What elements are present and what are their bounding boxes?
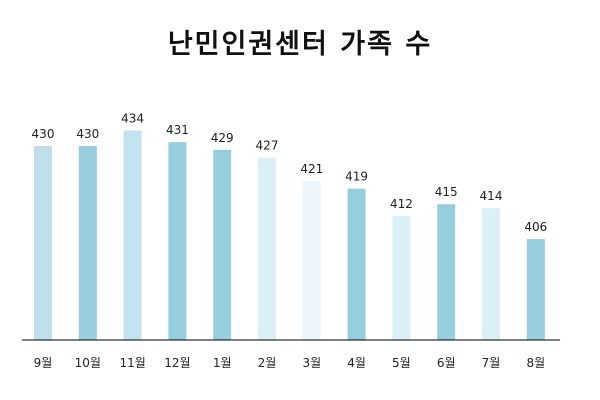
chart-title: 난민인권센터 가족 수 xyxy=(167,29,433,60)
value-label: 427 xyxy=(256,139,279,153)
bar-11월 xyxy=(123,130,142,340)
value-label: 406 xyxy=(524,220,547,234)
value-label: 429 xyxy=(211,131,234,145)
bar-4월 xyxy=(347,188,366,340)
bar-9월 xyxy=(34,146,52,340)
x-tick-label: 6월 xyxy=(437,356,456,370)
x-tick-label: 3월 xyxy=(302,356,321,370)
bar-12월 xyxy=(168,142,187,340)
x-tick-label: 10월 xyxy=(75,356,101,370)
bars-group xyxy=(34,130,545,340)
bar-8월 xyxy=(526,239,545,340)
x-tick-label: 2월 xyxy=(258,356,277,370)
bar-6월 xyxy=(437,204,456,340)
value-label: 430 xyxy=(76,127,99,141)
bar-7월 xyxy=(482,208,500,340)
value-label: 419 xyxy=(345,170,368,184)
x-tick-label: 5월 xyxy=(392,356,411,370)
x-tick-label: 9월 xyxy=(34,356,53,370)
value-label: 430 xyxy=(32,127,55,141)
value-label: 421 xyxy=(300,162,323,176)
x-tick-labels-group: 9월 10월 11월 12월 1월 2월 3월 4월 5월 6월 7월 8월 xyxy=(34,356,545,370)
bar-5월 xyxy=(392,215,411,340)
value-label: 434 xyxy=(121,112,144,126)
bar-1월 xyxy=(213,149,232,340)
x-tick-label: 11월 xyxy=(119,356,145,370)
value-label: 415 xyxy=(435,185,458,199)
bar-10월 xyxy=(78,146,97,340)
value-label: 412 xyxy=(390,197,413,211)
value-label: 414 xyxy=(480,189,503,203)
bar-2월 xyxy=(258,157,276,340)
x-tick-label: 8월 xyxy=(526,356,545,370)
value-labels-group: 430 430 434 431 429 427 421 419 412 415 414 406 xyxy=(32,112,548,235)
x-tick-label: 12월 xyxy=(164,356,190,370)
x-tick-label: 7월 xyxy=(482,356,501,370)
x-tick-label: 1월 xyxy=(213,356,232,370)
x-tick-label: 4월 xyxy=(347,356,366,370)
value-label: 431 xyxy=(166,123,189,137)
bar-3월 xyxy=(302,180,321,340)
